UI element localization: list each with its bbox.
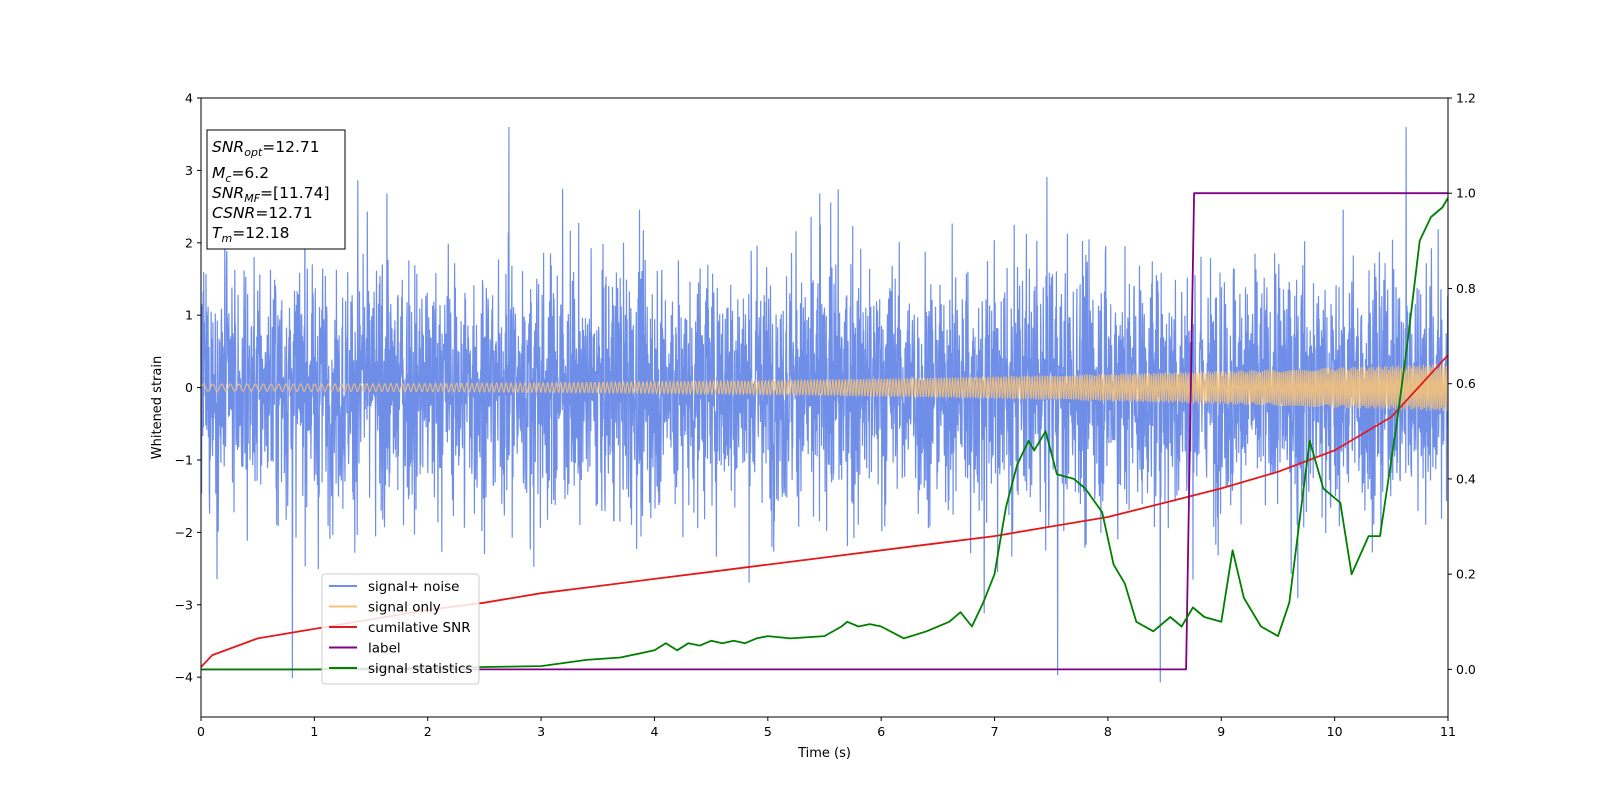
y-right-tick-label: 0.8	[1456, 281, 1476, 296]
x-tick-label: 11	[1440, 724, 1456, 739]
x-axis-ticks: 0 1 2 3 4 5 6 7 8 9 10 11	[197, 717, 1456, 739]
y-right-tick-label: 1.0	[1456, 186, 1476, 201]
legend-label: signal statistics	[368, 661, 472, 677]
y-axis-right-ticks: 1.2 1.0 0.8 0.6 0.4 0.2 0.0	[1448, 91, 1476, 677]
info-snr-mf: SNRMF=[11.74]	[212, 184, 330, 205]
y-left-tick-label: 0	[185, 380, 193, 395]
legend: signal+ noise signal only cumilative SNR la…	[321, 573, 480, 685]
info-box: SNRopt=12.71 Mc=6.2 SNRMF=[11.74] CSNR=1…	[206, 129, 346, 250]
x-axis-label: Time (s)	[797, 746, 851, 761]
y-left-tick-label: 2	[185, 235, 193, 250]
x-tick-label: 1	[310, 724, 318, 739]
info-mc: Mc=6.2	[212, 164, 269, 185]
info-mc-base: M	[212, 164, 225, 182]
y-right-tick-label: 0.6	[1456, 376, 1476, 391]
x-tick-label: 5	[764, 724, 772, 739]
info-tm-value: =12.18	[232, 224, 289, 242]
y-right-tick-label: 0.0	[1456, 662, 1476, 677]
x-tick-label: 10	[1327, 724, 1343, 739]
legend-label: cumilative SNR	[368, 620, 471, 636]
info-tm: Tm=12.18	[212, 224, 290, 245]
y-left-tick-label: 1	[185, 308, 193, 323]
x-tick-label: 7	[991, 724, 999, 739]
info-box-frame	[206, 129, 346, 250]
info-snr-opt-base: SNR	[212, 138, 244, 156]
y-left-tick-label: −4	[175, 670, 193, 685]
y-right-tick-label: 1.2	[1456, 91, 1476, 106]
x-tick-label: 4	[650, 724, 658, 739]
y-axis-label: Whitened strain	[150, 356, 165, 459]
x-tick-label: 8	[1104, 724, 1112, 739]
y-right-tick-label: 0.4	[1456, 471, 1476, 486]
info-snr-opt-sub: opt	[244, 146, 263, 159]
x-tick-label: 0	[197, 724, 205, 739]
info-snr-mf-value: =[11.74]	[260, 184, 329, 202]
info-csnr: CSNR=12.71	[212, 204, 313, 222]
series-signal-statistics	[201, 197, 1448, 671]
info-snr-opt: SNRopt=12.71	[212, 138, 320, 159]
x-tick-label: 6	[877, 724, 885, 739]
y-left-tick-label: 4	[185, 91, 193, 106]
y-left-tick-label: −1	[175, 452, 193, 467]
legend-frame	[321, 573, 480, 685]
legend-label: signal+ noise	[368, 579, 459, 595]
info-snr-mf-sub: MF	[244, 192, 260, 205]
info-csnr-base: CSNR	[212, 204, 255, 222]
info-csnr-value: =12.71	[255, 204, 312, 222]
x-tick-label: 2	[424, 724, 432, 739]
y-left-tick-label: 3	[185, 163, 193, 178]
x-tick-label: 9	[1217, 724, 1225, 739]
legend-label: signal only	[368, 600, 441, 616]
plot-frame	[200, 97, 1449, 718]
info-mc-value: =6.2	[231, 164, 269, 182]
info-tm-base: T	[212, 224, 223, 242]
series-signal-only	[201, 364, 1448, 412]
series-label	[201, 192, 1448, 671]
legend-label: label	[368, 641, 401, 657]
legend-items: signal+ noise signal only cumilative SNR la…	[329, 579, 472, 677]
y-left-tick-label: −2	[175, 525, 193, 540]
info-mc-sub: c	[225, 172, 231, 185]
y-axis-left-ticks: 4 3 2 1 0 −1 −2 −3 −4	[175, 91, 201, 685]
y-left-tick-label: −3	[175, 597, 193, 612]
x-tick-label: 3	[537, 724, 545, 739]
info-tm-sub: m	[221, 232, 232, 245]
info-snr-opt-value: =12.71	[262, 138, 319, 156]
y-right-tick-label: 0.2	[1456, 567, 1476, 582]
info-snr-mf-base: SNR	[212, 184, 244, 202]
